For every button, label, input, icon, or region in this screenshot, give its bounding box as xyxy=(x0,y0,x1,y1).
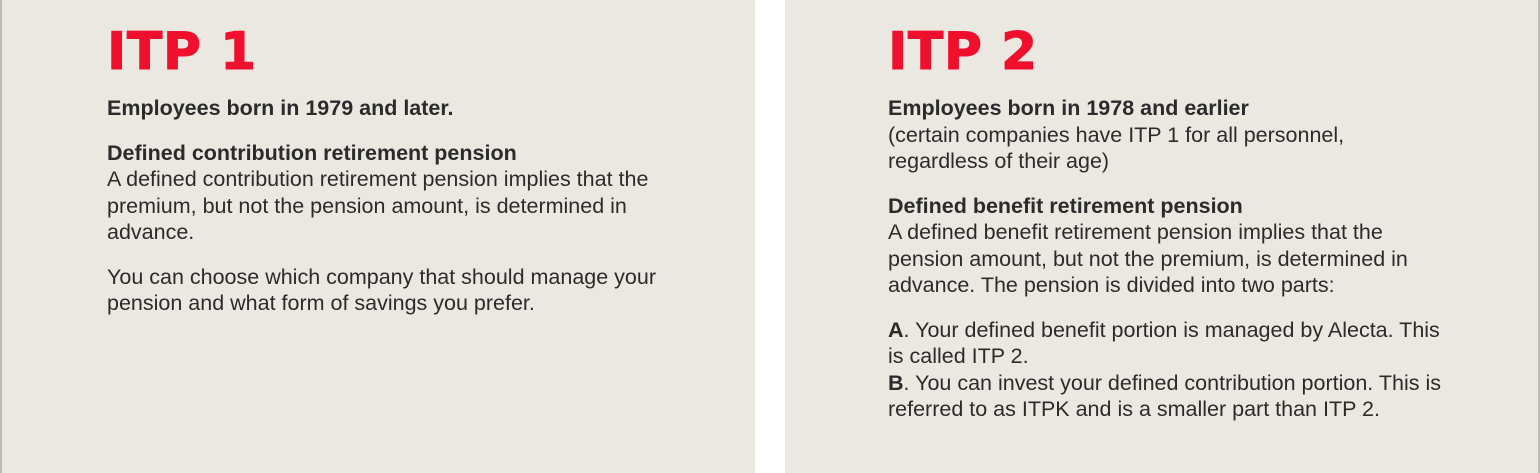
itp1-section-heading: Defined contribution retirement pension xyxy=(107,140,517,165)
itp2-part-b-text: . You can invest your defined contributi… xyxy=(888,370,1441,422)
itp1-section-body: A defined contribution retirement pensio… xyxy=(107,167,649,244)
itp2-eligibility: Employees born in 1978 and earlier xyxy=(888,96,1249,120)
itp2-part-a: A. Your defined benefit portion is manag… xyxy=(888,317,1448,370)
itp2-part-a-text: . Your defined benefit portion is manage… xyxy=(888,317,1440,369)
itp2-section-body: A defined benefit retirement pension imp… xyxy=(888,220,1408,297)
itp2-title: ITP 2 xyxy=(888,22,1038,82)
itp2-eligibility-note: (certain companies have ITP 1 for all pe… xyxy=(888,122,1345,174)
itp1-panel: ITP 1 Employees born in 1979 and later. … xyxy=(0,0,755,473)
itp2-part-b-label: B xyxy=(888,370,904,395)
itp1-eligibility: Employees born in 1979 and later. xyxy=(107,96,454,120)
itp1-content: ITP 1 Employees born in 1979 and later. … xyxy=(107,25,667,317)
itp2-section-heading: Defined benefit retirement pension xyxy=(888,193,1243,218)
itp2-part-b: B. You can invest your defined contribut… xyxy=(888,370,1448,423)
itp1-title: ITP 1 xyxy=(107,22,257,82)
itp2-content: ITP 2 Employees born in 1978 and earlier… xyxy=(888,25,1448,423)
itp1-choice-text: You can choose which company that should… xyxy=(107,264,657,316)
itp2-panel: ITP 2 Employees born in 1978 and earlier… xyxy=(785,0,1540,473)
itp2-part-a-label: A xyxy=(888,317,904,342)
